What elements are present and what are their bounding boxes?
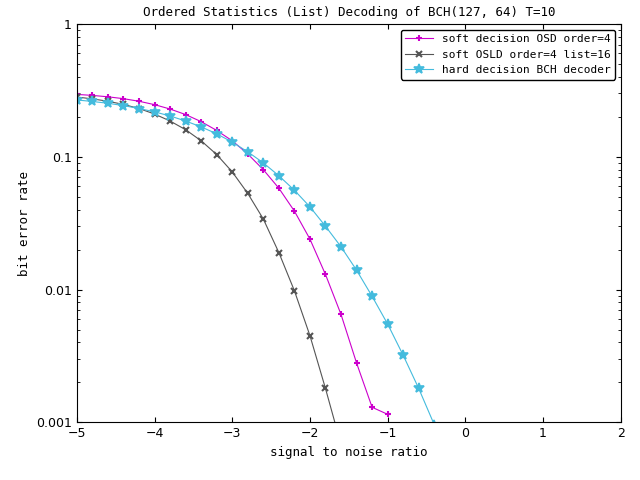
Line: soft OSLD order=4 list=16: soft OSLD order=4 list=16 bbox=[74, 94, 391, 480]
soft decision OSD order=4 bbox=[306, 236, 314, 242]
soft OSLD order=4 list=16 bbox=[213, 152, 221, 157]
hard decision BCH decoder bbox=[446, 459, 454, 465]
soft decision OSD order=4 bbox=[104, 94, 112, 100]
hard decision BCH decoder bbox=[88, 98, 96, 104]
hard decision BCH decoder bbox=[322, 223, 330, 229]
soft OSLD order=4 list=16 bbox=[337, 442, 345, 447]
soft decision OSD order=4 bbox=[213, 128, 221, 133]
hard decision BCH decoder bbox=[368, 293, 376, 299]
soft OSLD order=4 list=16 bbox=[120, 102, 127, 108]
soft OSLD order=4 list=16 bbox=[88, 96, 96, 102]
soft OSLD order=4 list=16 bbox=[166, 118, 174, 124]
soft OSLD order=4 list=16 bbox=[275, 250, 283, 255]
soft OSLD order=4 list=16 bbox=[291, 288, 298, 294]
soft decision OSD order=4 bbox=[73, 92, 81, 97]
hard decision BCH decoder bbox=[384, 321, 392, 327]
soft decision OSD order=4 bbox=[353, 360, 360, 366]
hard decision BCH decoder bbox=[337, 244, 345, 250]
hard decision BCH decoder bbox=[306, 204, 314, 210]
hard decision BCH decoder bbox=[431, 422, 438, 428]
soft decision OSD order=4 bbox=[384, 411, 392, 417]
Line: hard decision BCH decoder: hard decision BCH decoder bbox=[72, 95, 626, 480]
soft decision OSD order=4 bbox=[166, 106, 174, 112]
Title: Ordered Statistics (List) Decoding of BCH(127, 64) T=10: Ordered Statistics (List) Decoding of BC… bbox=[143, 6, 555, 19]
soft OSLD order=4 list=16 bbox=[150, 111, 158, 117]
soft decision OSD order=4 bbox=[197, 119, 205, 124]
soft decision OSD order=4 bbox=[135, 98, 143, 104]
soft OSLD order=4 list=16 bbox=[197, 138, 205, 144]
soft decision OSD order=4 bbox=[275, 185, 283, 191]
hard decision BCH decoder bbox=[182, 118, 189, 124]
soft decision OSD order=4 bbox=[120, 96, 127, 102]
hard decision BCH decoder bbox=[228, 139, 236, 145]
hard decision BCH decoder bbox=[244, 149, 252, 155]
soft OSLD order=4 list=16 bbox=[228, 169, 236, 175]
hard decision BCH decoder bbox=[104, 100, 112, 106]
Legend: soft decision OSD order=4, soft OSLD order=4 list=16, hard decision BCH decoder: soft decision OSD order=4, soft OSLD ord… bbox=[401, 30, 615, 80]
soft OSLD order=4 list=16 bbox=[244, 191, 252, 196]
soft decision OSD order=4 bbox=[182, 112, 189, 118]
hard decision BCH decoder bbox=[135, 106, 143, 111]
hard decision BCH decoder bbox=[259, 160, 267, 166]
hard decision BCH decoder bbox=[166, 113, 174, 119]
hard decision BCH decoder bbox=[73, 97, 81, 103]
Line: soft decision OSD order=4: soft decision OSD order=4 bbox=[74, 91, 391, 418]
soft decision OSD order=4 bbox=[291, 208, 298, 214]
soft OSLD order=4 list=16 bbox=[322, 385, 330, 391]
soft decision OSD order=4 bbox=[322, 272, 330, 277]
soft decision OSD order=4 bbox=[337, 312, 345, 317]
hard decision BCH decoder bbox=[353, 267, 360, 273]
soft OSLD order=4 list=16 bbox=[182, 127, 189, 132]
soft OSLD order=4 list=16 bbox=[259, 216, 267, 222]
soft OSLD order=4 list=16 bbox=[104, 98, 112, 104]
soft decision OSD order=4 bbox=[150, 102, 158, 108]
soft decision OSD order=4 bbox=[244, 151, 252, 157]
hard decision BCH decoder bbox=[291, 187, 298, 193]
hard decision BCH decoder bbox=[399, 352, 407, 358]
soft OSLD order=4 list=16 bbox=[73, 94, 81, 100]
hard decision BCH decoder bbox=[415, 385, 422, 391]
soft decision OSD order=4 bbox=[368, 404, 376, 410]
hard decision BCH decoder bbox=[120, 103, 127, 108]
soft OSLD order=4 list=16 bbox=[135, 106, 143, 111]
hard decision BCH decoder bbox=[150, 109, 158, 115]
soft decision OSD order=4 bbox=[228, 138, 236, 144]
X-axis label: signal to noise ratio: signal to noise ratio bbox=[270, 446, 428, 459]
soft decision OSD order=4 bbox=[259, 167, 267, 172]
hard decision BCH decoder bbox=[213, 131, 221, 137]
hard decision BCH decoder bbox=[275, 173, 283, 179]
Y-axis label: bit error rate: bit error rate bbox=[17, 171, 31, 276]
hard decision BCH decoder bbox=[197, 124, 205, 130]
soft OSLD order=4 list=16 bbox=[306, 333, 314, 338]
soft decision OSD order=4 bbox=[88, 93, 96, 98]
